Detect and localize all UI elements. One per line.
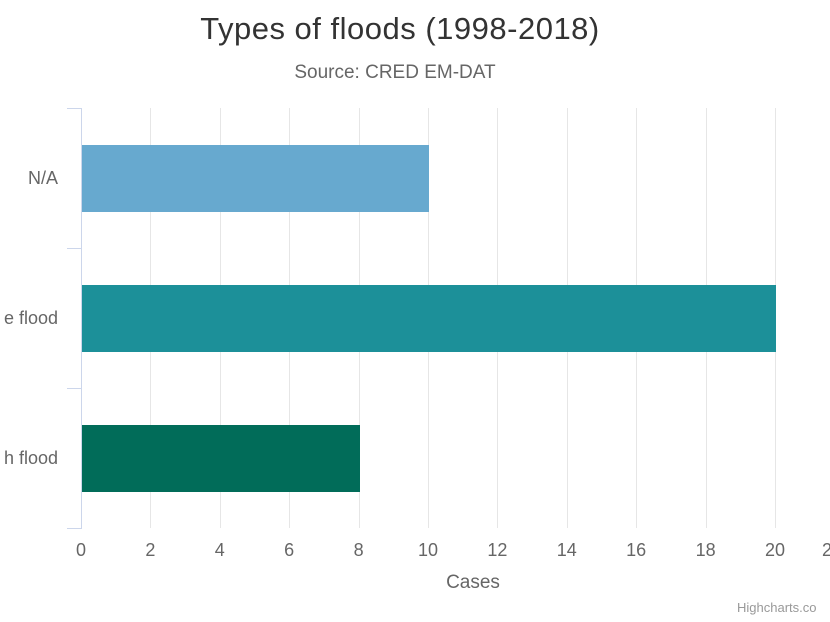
y-axis-tick [67,528,81,529]
x-axis-tick-label-partial: 2 [822,540,830,560]
chart-title: Types of floods (1998-2018) [200,11,600,46]
x-axis-tick-label: 20 [764,540,786,560]
x-axis-tick-label: 10 [417,540,439,560]
x-axis-title: Cases [446,572,500,593]
y-axis-tick [67,248,81,249]
x-axis-tick-label: 6 [284,540,295,560]
bar[interactable] [82,425,360,492]
x-axis-tick-label: 2 [145,540,156,560]
x-axis-tick-label: 16 [626,540,647,560]
y-axis-tick [67,108,81,109]
highcharts-credit[interactable]: Highcharts.co [737,600,817,615]
y-axis-label: e flood [3,308,58,328]
y-axis-tick [67,388,81,389]
x-axis-tick-label: 18 [695,540,716,560]
x-axis-tick-label: 8 [353,540,364,560]
chart-subtitle: Source: CRED EM-DAT [294,62,496,83]
bar[interactable] [82,145,429,212]
x-axis-tick-label: 14 [556,540,577,560]
y-axis-line [81,108,82,529]
x-axis-tick-label: 12 [487,540,508,560]
x-axis-tick-label: 0 [75,540,87,560]
x-axis-tick-label: 4 [214,540,225,560]
bar[interactable] [82,285,776,352]
y-axis-label: N/A [27,168,58,188]
y-axis-label: h flood [3,448,58,468]
